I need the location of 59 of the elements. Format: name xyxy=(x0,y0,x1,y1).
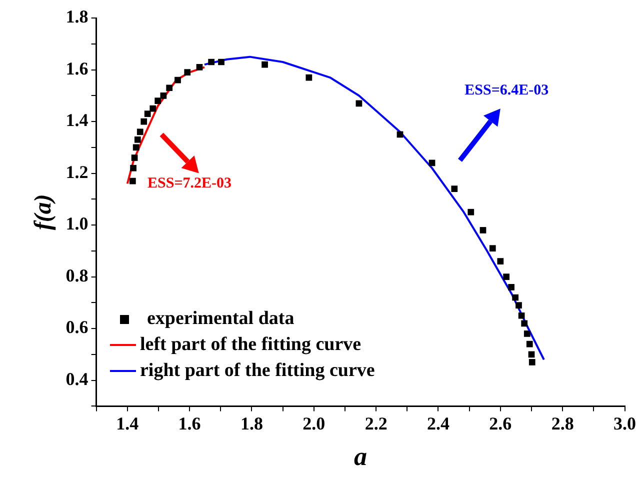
y-tick-label: 0.4 xyxy=(66,368,88,389)
point xyxy=(218,58,224,66)
point xyxy=(132,144,140,151)
legend-label: left part of the fitting curve xyxy=(140,333,362,357)
y-tick-label: 0.8 xyxy=(66,265,88,286)
point xyxy=(468,208,474,216)
point xyxy=(480,227,486,234)
y-tick-label: 0.6 xyxy=(66,317,88,338)
annotation: ESS=6.4E-03 xyxy=(464,82,549,98)
legend-label: right part of the fitting curve xyxy=(140,359,375,383)
y-tick-label: 1.0 xyxy=(66,214,88,234)
y-tick-label: 1.8 xyxy=(66,6,88,27)
point xyxy=(134,136,141,143)
y-tick-label: 1.2 xyxy=(66,162,88,182)
point xyxy=(451,186,458,192)
x-tick-label: 2.6 xyxy=(489,414,512,434)
point xyxy=(136,128,144,136)
point xyxy=(144,110,151,117)
point xyxy=(166,84,173,92)
point xyxy=(154,98,162,104)
point xyxy=(512,294,519,301)
point xyxy=(196,64,203,70)
point xyxy=(356,100,362,107)
x-tick-label: 1.4 xyxy=(116,414,139,434)
y-tick-label: 1.4 xyxy=(66,110,88,130)
point xyxy=(150,105,156,112)
point xyxy=(262,61,268,68)
point xyxy=(184,69,191,76)
y-axis-title: f(a) xyxy=(30,194,57,230)
x-axis-title: a xyxy=(354,442,368,472)
point xyxy=(131,154,138,161)
point xyxy=(489,245,496,252)
point xyxy=(508,284,514,290)
y-tick-label: 1.6 xyxy=(66,58,88,78)
point xyxy=(428,160,436,166)
point xyxy=(160,92,167,99)
point xyxy=(521,320,528,327)
point xyxy=(516,302,522,308)
point xyxy=(208,58,214,66)
x-tick-label: 1.8 xyxy=(240,414,263,434)
x-tick-label: 3.0 xyxy=(614,414,636,434)
point xyxy=(497,258,504,264)
point xyxy=(129,178,136,184)
x-tick-label: 2.8 xyxy=(551,414,574,434)
point xyxy=(140,118,148,125)
point xyxy=(174,76,181,84)
point xyxy=(526,340,533,348)
x-tick-label: 1.6 xyxy=(178,414,201,434)
point xyxy=(528,359,536,366)
legend-label: experimental data xyxy=(147,307,294,331)
x-tick-label: 2.2 xyxy=(364,414,388,434)
x-tick-label: 2.0 xyxy=(302,414,326,434)
point xyxy=(130,164,136,172)
x-tick-label: 2.4 xyxy=(426,414,450,434)
annotation: ESS=7.2E-03 xyxy=(148,176,232,192)
point xyxy=(518,312,525,319)
point xyxy=(524,330,530,337)
point xyxy=(306,74,312,81)
point xyxy=(503,274,510,280)
